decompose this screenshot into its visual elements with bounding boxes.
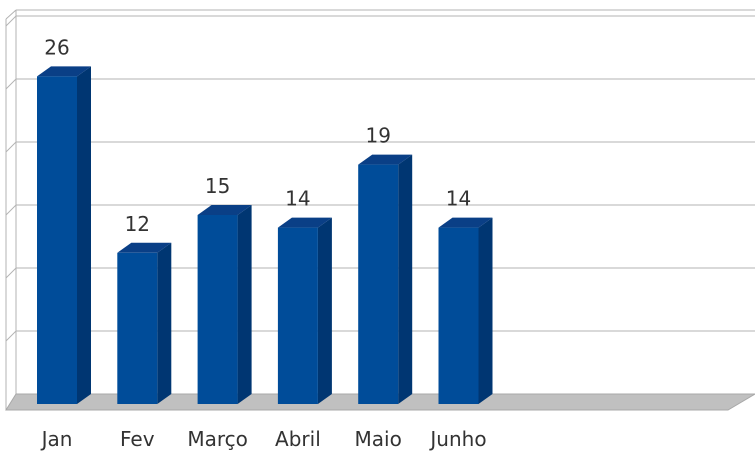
bar-top [117, 242, 172, 253]
category-label: Maio [355, 427, 402, 451]
data-label: 15 [205, 174, 230, 198]
bar-top [277, 217, 332, 228]
bar-top [197, 205, 252, 215]
category-label: Abril [275, 427, 321, 451]
bar-front [117, 252, 158, 404]
gridline-side [5, 267, 17, 279]
gridline-side [5, 15, 17, 27]
category-label: Junho [428, 427, 486, 451]
bar [117, 242, 172, 404]
bars [37, 66, 493, 405]
bar-top [358, 154, 413, 165]
bar-side [157, 242, 172, 404]
bar-side [237, 205, 252, 404]
bar-side [398, 154, 413, 404]
category-labels: Jan Fev Março Abril Maio Junho [40, 427, 487, 451]
category-label: Jan [40, 427, 73, 451]
bar-top [438, 217, 493, 228]
side-wall-top [5, 9, 17, 20]
data-label: 19 [365, 124, 390, 148]
gridline-side [5, 141, 17, 153]
bar-front [438, 227, 479, 404]
bar [358, 154, 413, 404]
bar-front [358, 164, 399, 404]
bar [37, 66, 91, 405]
bar [197, 205, 252, 404]
bar-side [478, 217, 493, 404]
bar-front [37, 76, 77, 405]
category-label: Fev [120, 427, 155, 451]
gridline-side [5, 204, 17, 216]
bar-top [37, 66, 91, 77]
data-labels: 26 12 15 14 19 14 [44, 35, 471, 235]
bar-front [277, 227, 318, 404]
data-label: 14 [446, 187, 471, 211]
category-label: Março [187, 427, 248, 451]
data-label: 14 [285, 187, 310, 211]
gridline-side [5, 78, 17, 90]
data-label: 12 [125, 212, 150, 236]
data-label: 26 [44, 35, 69, 59]
bar-front [197, 215, 238, 404]
bar [277, 217, 332, 404]
gridline-side [5, 330, 17, 342]
bar-side [77, 66, 91, 405]
bar-side [317, 217, 332, 404]
bar [438, 217, 493, 404]
